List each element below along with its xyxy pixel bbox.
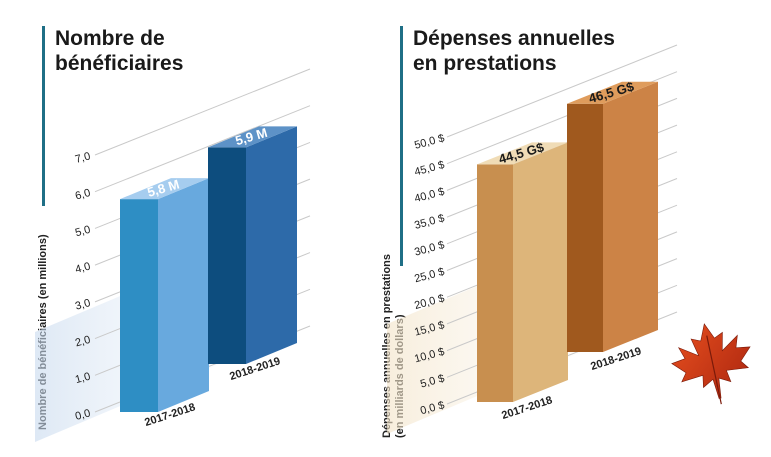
bar-top-face (477, 142, 568, 165)
chart-title-depenses: Dépenses annuelles en prestations (400, 26, 615, 266)
chart-title-line-2: bénéficiaires (55, 52, 184, 75)
chart-title-line-2: en prestations (413, 52, 557, 75)
gridline (94, 105, 311, 193)
bar-side-face (603, 81, 658, 352)
bar-2017-2018 (477, 142, 568, 402)
bar-side-face (158, 178, 209, 412)
y-tick-label: 3,0 (74, 297, 92, 313)
chart-title-beneficiaires: Nombre de bénéficiaires (42, 26, 183, 206)
y-tick-label: 7,0 (74, 150, 92, 166)
y-tick-label: 4,0 (74, 260, 92, 276)
y-tick-label: 1,0 (74, 371, 92, 387)
bar-top-face (120, 178, 209, 200)
gridline (446, 44, 678, 138)
bar-2018-2019 (208, 126, 297, 365)
y-tick-label: 2,0 (74, 334, 92, 350)
maple-leaf-icon (671, 323, 751, 405)
bar-2018-2019 (567, 81, 658, 352)
bar-side-face (246, 126, 297, 365)
bar-2017-2018 (120, 178, 209, 412)
y-tick-label: 5,0 (74, 224, 92, 240)
bar-side-face (513, 142, 568, 402)
y-tick-label: 30,0 $ (413, 239, 446, 259)
y-tick-label: 50,0 $ (413, 132, 446, 152)
bar-top-face (208, 126, 297, 148)
bar-front-face (120, 199, 158, 412)
gridline (94, 68, 311, 156)
bar-front-face (208, 147, 246, 364)
y-tick-label: 0,0 (74, 407, 92, 423)
y-tick-label: 6,0 (74, 187, 92, 203)
chart-title-line-1: Dépenses annuelles (413, 27, 615, 50)
bar-front-face (477, 164, 513, 402)
y-tick-label: 35,0 $ (413, 212, 446, 232)
y-tick-label: 40,0 $ (413, 186, 446, 206)
bar-top-face (567, 81, 658, 104)
y-tick-label: 45,0 $ (413, 159, 446, 179)
bar-front-face (567, 103, 603, 352)
chart-title-line-1: Nombre de (55, 27, 165, 50)
y-tick-label: 25,0 $ (413, 266, 446, 286)
